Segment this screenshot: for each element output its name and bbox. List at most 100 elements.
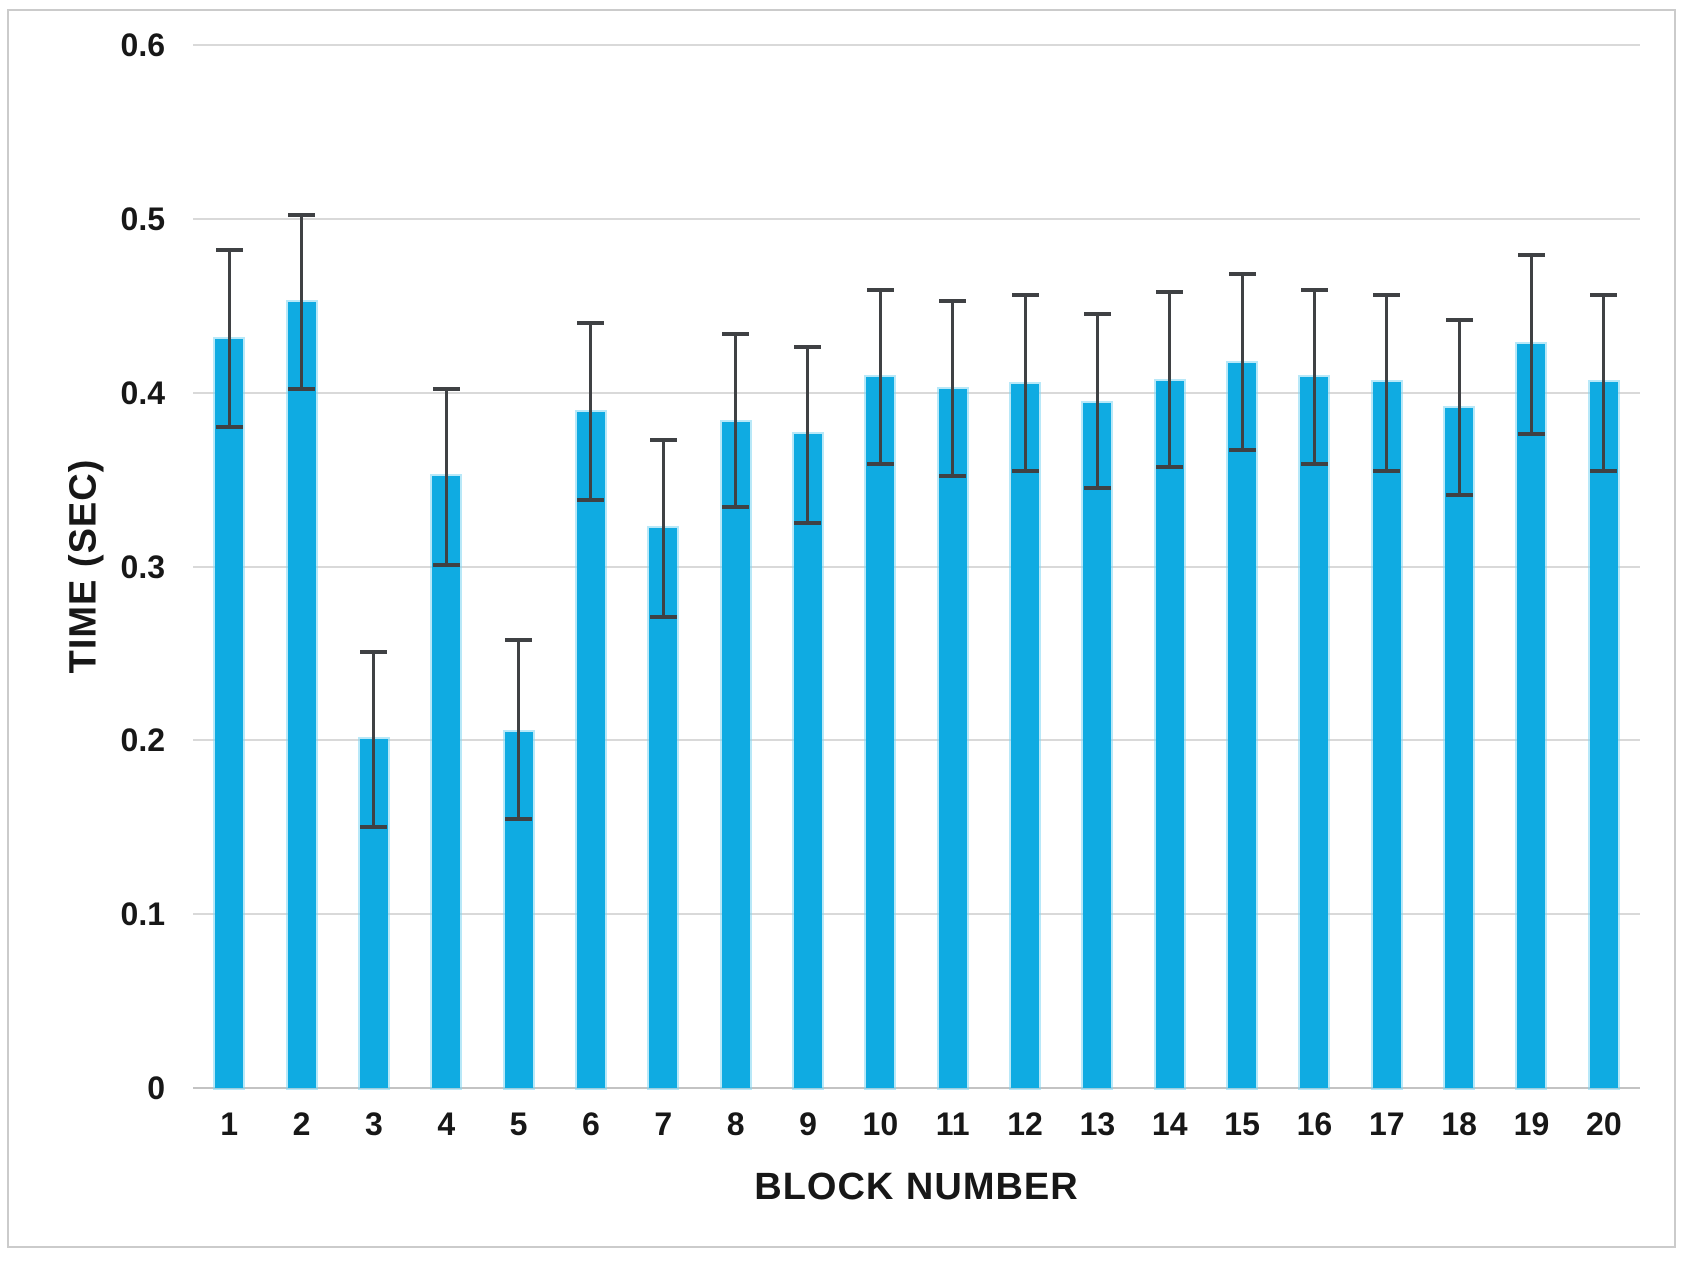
error-bar-line-14 — [1168, 291, 1172, 468]
bar-block-15 — [1228, 363, 1257, 1088]
x-tick-label-7: 7 — [654, 1106, 673, 1142]
bar-block-10 — [866, 377, 895, 1088]
error-bar-cap-bottom-6 — [577, 498, 605, 503]
error-bar-line-13 — [1095, 314, 1099, 489]
error-bar-cap-top-13 — [1083, 312, 1111, 317]
error-bar-cap-top-9 — [794, 345, 822, 350]
gridline-y-0.6 — [193, 44, 1640, 46]
error-bar-cap-top-16 — [1300, 288, 1328, 293]
bar-block-17 — [1372, 382, 1401, 1088]
error-bar-line-6 — [589, 323, 593, 501]
error-bar-line-10 — [878, 290, 882, 464]
y-tick-label-0.5: 0.5 — [120, 200, 165, 237]
y-tick-label-0: 0 — [147, 1070, 165, 1106]
error-bar-cap-bottom-8 — [722, 505, 750, 510]
error-bar-cap-top-12 — [1011, 293, 1039, 298]
bar-block-11 — [938, 389, 967, 1088]
x-tick-label-17: 17 — [1368, 1106, 1405, 1142]
error-bar-line-15 — [1240, 274, 1244, 451]
error-bar-line-19 — [1529, 255, 1533, 435]
error-bar-cap-top-7 — [649, 437, 677, 442]
error-bar-cap-bottom-5 — [505, 816, 533, 821]
bar-block-7 — [649, 528, 678, 1088]
y-tick-label-0.1: 0.1 — [120, 896, 165, 933]
error-bar-line-3 — [372, 651, 376, 828]
gridline-y-0.3 — [193, 565, 1640, 568]
error-bar-cap-top-10 — [866, 288, 894, 293]
error-bar-cap-bottom-12 — [1011, 468, 1039, 473]
x-tick-label-5: 5 — [509, 1106, 528, 1142]
error-bar-cap-top-18 — [1445, 317, 1473, 322]
error-bar-cap-bottom-2 — [288, 387, 316, 392]
error-bar-cap-bottom-11 — [939, 474, 967, 479]
error-bar-line-5 — [517, 639, 521, 819]
x-tick-label-3: 3 — [364, 1106, 383, 1142]
error-bar-cap-bottom-10 — [866, 461, 894, 466]
error-bar-cap-top-5 — [505, 637, 533, 642]
error-bar-line-1 — [227, 250, 231, 428]
bar-block-16 — [1300, 377, 1329, 1088]
y-tick-label-0.6: 0.6 — [120, 27, 165, 63]
x-tick-label-6: 6 — [582, 1106, 600, 1142]
error-bar-cap-bottom-19 — [1517, 432, 1545, 437]
error-bar-cap-top-19 — [1517, 253, 1545, 258]
bar-block-4 — [432, 476, 461, 1088]
error-bar-cap-bottom-3 — [360, 825, 388, 830]
bar-block-18 — [1445, 408, 1474, 1088]
x-tick-label-19: 19 — [1513, 1106, 1550, 1142]
error-bar-cap-top-20 — [1590, 293, 1618, 298]
x-axis-title: BLOCK NUMBER — [754, 1166, 1079, 1208]
error-bar-cap-bottom-20 — [1590, 468, 1618, 473]
x-tick-label-18: 18 — [1441, 1106, 1477, 1142]
error-bar-line-11 — [951, 300, 955, 477]
error-bar-cap-bottom-4 — [432, 562, 460, 567]
y-tick-label-0.3: 0.3 — [120, 548, 165, 585]
error-bar-line-4 — [444, 389, 448, 565]
error-bar-cap-bottom-13 — [1083, 486, 1111, 491]
bar-block-8 — [721, 422, 750, 1088]
error-bar-line-17 — [1385, 295, 1389, 471]
gridline-y-0.2 — [193, 739, 1640, 742]
error-bar-cap-top-11 — [939, 298, 967, 303]
error-bar-cap-top-3 — [360, 649, 388, 654]
error-bar-cap-top-2 — [288, 213, 316, 218]
bar-block-19 — [1517, 344, 1546, 1088]
error-bar-cap-top-1 — [215, 248, 243, 253]
x-tick-label-13: 13 — [1079, 1106, 1116, 1142]
error-bar-line-16 — [1312, 290, 1316, 464]
gridline-y-0.1 — [193, 913, 1640, 916]
error-bar-cap-bottom-18 — [1445, 493, 1473, 498]
x-tick-label-4: 4 — [437, 1106, 456, 1142]
x-tick-label-20: 20 — [1586, 1106, 1622, 1142]
gridline-y-0.5 — [193, 217, 1640, 220]
bar-block-2 — [287, 302, 316, 1088]
x-tick-label-9: 9 — [799, 1106, 817, 1142]
bar-block-9 — [793, 434, 822, 1088]
error-bar-line-8 — [734, 333, 738, 508]
x-tick-label-11: 11 — [935, 1106, 970, 1142]
x-tick-label-1: 1 — [220, 1106, 239, 1142]
x-tick-label-15: 15 — [1224, 1106, 1260, 1142]
bar-block-13 — [1083, 403, 1112, 1088]
error-bar-line-7 — [661, 439, 665, 617]
error-bar-cap-bottom-17 — [1373, 468, 1401, 473]
error-bar-cap-bottom-9 — [794, 521, 822, 526]
plot-area — [193, 44, 1640, 1089]
bar-block-6 — [576, 411, 605, 1088]
error-bar-cap-bottom-15 — [1228, 448, 1256, 453]
x-tick-label-10: 10 — [862, 1106, 899, 1142]
gridline-y-0 — [193, 1087, 1640, 1089]
x-tick-label-12: 12 — [1007, 1106, 1043, 1142]
bar-block-14 — [1155, 380, 1184, 1088]
error-bar-cap-top-4 — [432, 387, 460, 392]
y-axis-title: TIME (SEC) — [62, 458, 105, 674]
error-bar-line-18 — [1457, 319, 1461, 496]
error-bar-line-20 — [1602, 295, 1606, 471]
error-bar-cap-top-14 — [1156, 289, 1184, 294]
bar-block-20 — [1589, 382, 1618, 1088]
error-bar-line-9 — [806, 347, 810, 524]
error-bar-line-2 — [300, 215, 304, 390]
x-tick-label-14: 14 — [1151, 1106, 1188, 1142]
error-bar-cap-top-15 — [1228, 272, 1256, 277]
